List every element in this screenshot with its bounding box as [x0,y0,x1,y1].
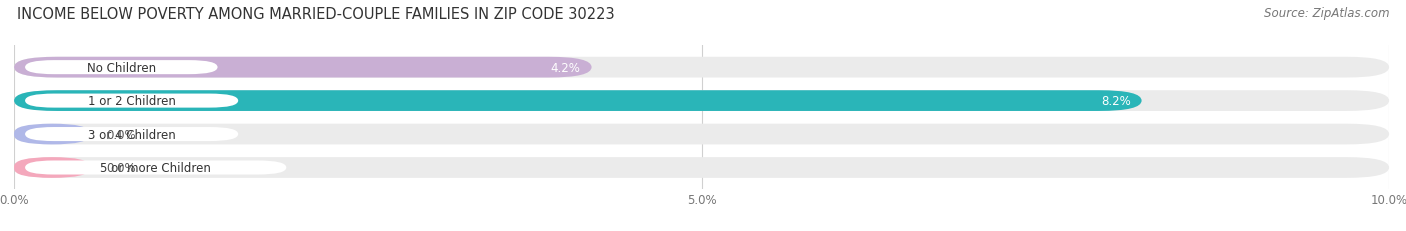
FancyBboxPatch shape [14,124,90,145]
Text: INCOME BELOW POVERTY AMONG MARRIED-COUPLE FAMILIES IN ZIP CODE 30223: INCOME BELOW POVERTY AMONG MARRIED-COUPL… [17,7,614,22]
Text: 8.2%: 8.2% [1101,95,1130,108]
FancyBboxPatch shape [14,158,90,178]
Text: 0.0%: 0.0% [107,161,136,174]
FancyBboxPatch shape [14,91,1389,112]
Text: 4.2%: 4.2% [551,61,581,74]
FancyBboxPatch shape [25,161,287,175]
FancyBboxPatch shape [25,61,218,75]
FancyBboxPatch shape [14,58,1389,78]
Text: 0.0%: 0.0% [107,128,136,141]
Text: No Children: No Children [87,61,156,74]
Text: 1 or 2 Children: 1 or 2 Children [87,95,176,108]
FancyBboxPatch shape [14,91,1142,112]
Text: 5 or more Children: 5 or more Children [100,161,211,174]
Text: 3 or 4 Children: 3 or 4 Children [87,128,176,141]
FancyBboxPatch shape [14,124,1389,145]
FancyBboxPatch shape [25,128,238,141]
Text: Source: ZipAtlas.com: Source: ZipAtlas.com [1264,7,1389,20]
FancyBboxPatch shape [25,94,238,108]
FancyBboxPatch shape [14,58,592,78]
FancyBboxPatch shape [14,158,1389,178]
